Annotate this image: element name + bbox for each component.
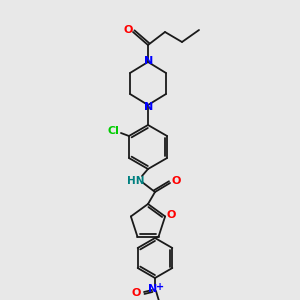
Text: O: O [167,210,176,220]
Text: N: N [144,56,154,66]
Text: +: + [156,282,164,292]
Text: O: O [171,176,181,186]
Text: HN: HN [127,176,145,186]
Text: N: N [148,284,158,294]
Text: N: N [144,102,154,112]
Text: O: O [123,25,133,35]
Text: O: O [131,288,141,298]
Text: Cl: Cl [107,126,119,136]
